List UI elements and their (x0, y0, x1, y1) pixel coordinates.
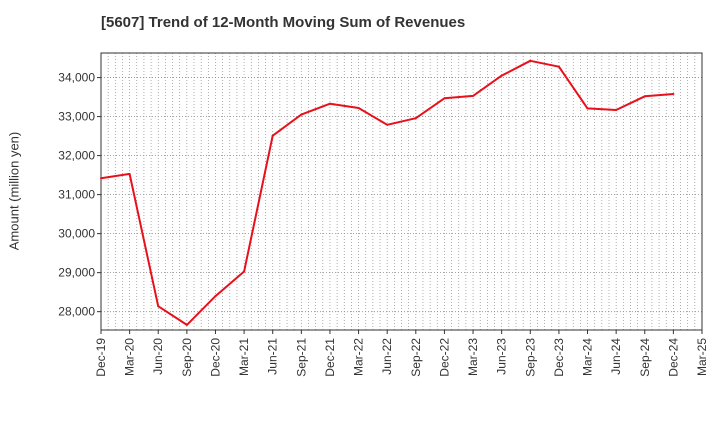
data-point (357, 107, 360, 110)
data-point (672, 92, 675, 95)
x-tick-label: Mar-24 (581, 338, 595, 376)
x-tick-label: Mar-23 (466, 338, 480, 376)
x-tick-label: Jun-22 (380, 338, 394, 375)
data-point (414, 117, 417, 120)
x-tick-label: Jun-20 (151, 338, 165, 375)
x-tick-label: Mar-20 (123, 338, 137, 376)
x-tick-label: Sep-23 (523, 338, 537, 377)
data-point (328, 102, 331, 105)
x-tick-label: Jun-24 (609, 338, 623, 375)
data-point (185, 323, 188, 326)
data-point (300, 113, 303, 116)
x-tick-label: Mar-25 (695, 338, 709, 376)
data-point (557, 65, 560, 68)
x-tick-label: Sep-22 (409, 338, 423, 377)
x-tick-label: Sep-20 (180, 338, 194, 377)
x-tick-label: Mar-21 (237, 338, 251, 376)
x-tick-label: Dec-24 (666, 338, 680, 377)
data-point (443, 97, 446, 100)
y-tick-label: 33,000 (58, 110, 95, 124)
x-tick-label: Jun-21 (266, 338, 280, 375)
x-tick-label: Jun-23 (495, 338, 509, 375)
y-tick-label: 34,000 (58, 71, 95, 85)
data-point (386, 123, 389, 126)
data-point (615, 108, 618, 111)
data-point (529, 59, 532, 62)
x-tick-label: Dec-23 (552, 338, 566, 377)
x-tick-label: Dec-21 (323, 338, 337, 377)
data-point (214, 295, 217, 298)
x-tick-label: Dec-22 (437, 338, 451, 377)
y-tick-label: 30,000 (58, 227, 95, 241)
x-tick-label: Mar-22 (352, 338, 366, 376)
x-tick-label: Sep-21 (294, 338, 308, 377)
data-point (100, 177, 102, 180)
data-point (643, 95, 646, 98)
data-point (243, 270, 246, 273)
revenue-series-line (100, 59, 674, 326)
plot-area-border (100, 52, 703, 331)
data-point (128, 172, 131, 175)
data-point (157, 305, 160, 308)
x-tick-label: Dec-20 (208, 338, 222, 377)
y-tick-label: 31,000 (58, 188, 95, 202)
data-point (472, 94, 475, 97)
data-point (586, 107, 589, 110)
y-tick-label: 29,000 (58, 266, 95, 280)
data-point (271, 134, 274, 137)
chart-title: [5607] Trend of 12-Month Moving Sum of R… (101, 14, 466, 31)
x-tick-label: Dec-19 (94, 338, 108, 377)
y-tick-label: 28,000 (58, 305, 95, 319)
x-tick-label: Sep-24 (638, 338, 652, 377)
data-point (500, 74, 503, 77)
y-tick-label: 32,000 (58, 149, 95, 163)
